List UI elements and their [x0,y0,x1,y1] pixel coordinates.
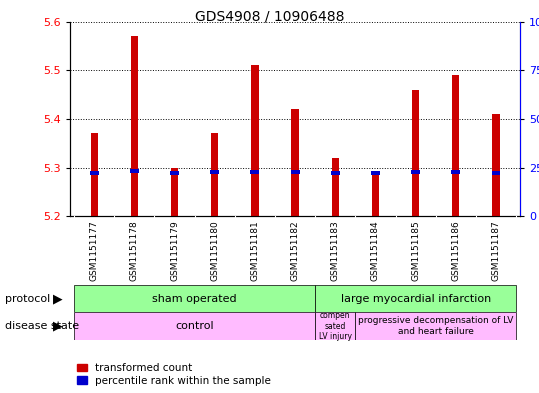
Text: GDS4908 / 10906488: GDS4908 / 10906488 [195,10,344,24]
Bar [412,90,419,216]
Text: ▶: ▶ [53,320,63,333]
Text: GSM1151185: GSM1151185 [411,220,420,281]
Bar [371,171,380,175]
Bar [91,134,98,216]
Text: sham operated: sham operated [153,294,237,304]
Bar [331,171,340,175]
Bar [355,312,516,340]
Bar [411,171,420,174]
Legend: transformed count, percentile rank within the sample: transformed count, percentile rank withi… [75,361,273,388]
Text: GSM1151181: GSM1151181 [251,220,259,281]
Text: GSM1151177: GSM1151177 [89,220,99,281]
Bar [74,312,315,340]
Bar [131,36,138,216]
Text: GSM1151187: GSM1151187 [492,220,501,281]
Text: GSM1151183: GSM1151183 [331,220,340,281]
Bar [331,158,339,216]
Text: ▶: ▶ [53,292,63,305]
Bar [292,109,299,216]
Text: GSM1151179: GSM1151179 [170,220,179,281]
Bar [90,171,99,175]
Text: GSM1151184: GSM1151184 [371,220,380,281]
Bar [493,114,500,216]
Bar [492,171,500,175]
Bar [251,171,259,174]
Bar [170,171,179,175]
Text: GSM1151180: GSM1151180 [210,220,219,281]
Bar [171,167,178,216]
Text: GSM1151186: GSM1151186 [451,220,460,281]
Bar [211,134,218,216]
Bar [315,285,516,312]
Text: large myocardial infarction: large myocardial infarction [341,294,491,304]
Text: disease state: disease state [5,321,80,331]
Bar [210,171,219,174]
Text: progressive decompensation of LV
and heart failure: progressive decompensation of LV and hea… [358,316,514,336]
Text: GSM1151178: GSM1151178 [130,220,139,281]
Bar [315,312,355,340]
Text: protocol: protocol [5,294,51,304]
Text: compen
sated
LV injury: compen sated LV injury [319,311,352,341]
Bar [452,171,460,174]
Text: GSM1151182: GSM1151182 [291,220,300,281]
Bar [372,173,379,216]
Bar [291,171,300,174]
Text: control: control [175,321,214,331]
Bar [452,75,459,216]
Bar [130,169,139,173]
Bar [74,285,315,312]
Bar [251,65,259,216]
